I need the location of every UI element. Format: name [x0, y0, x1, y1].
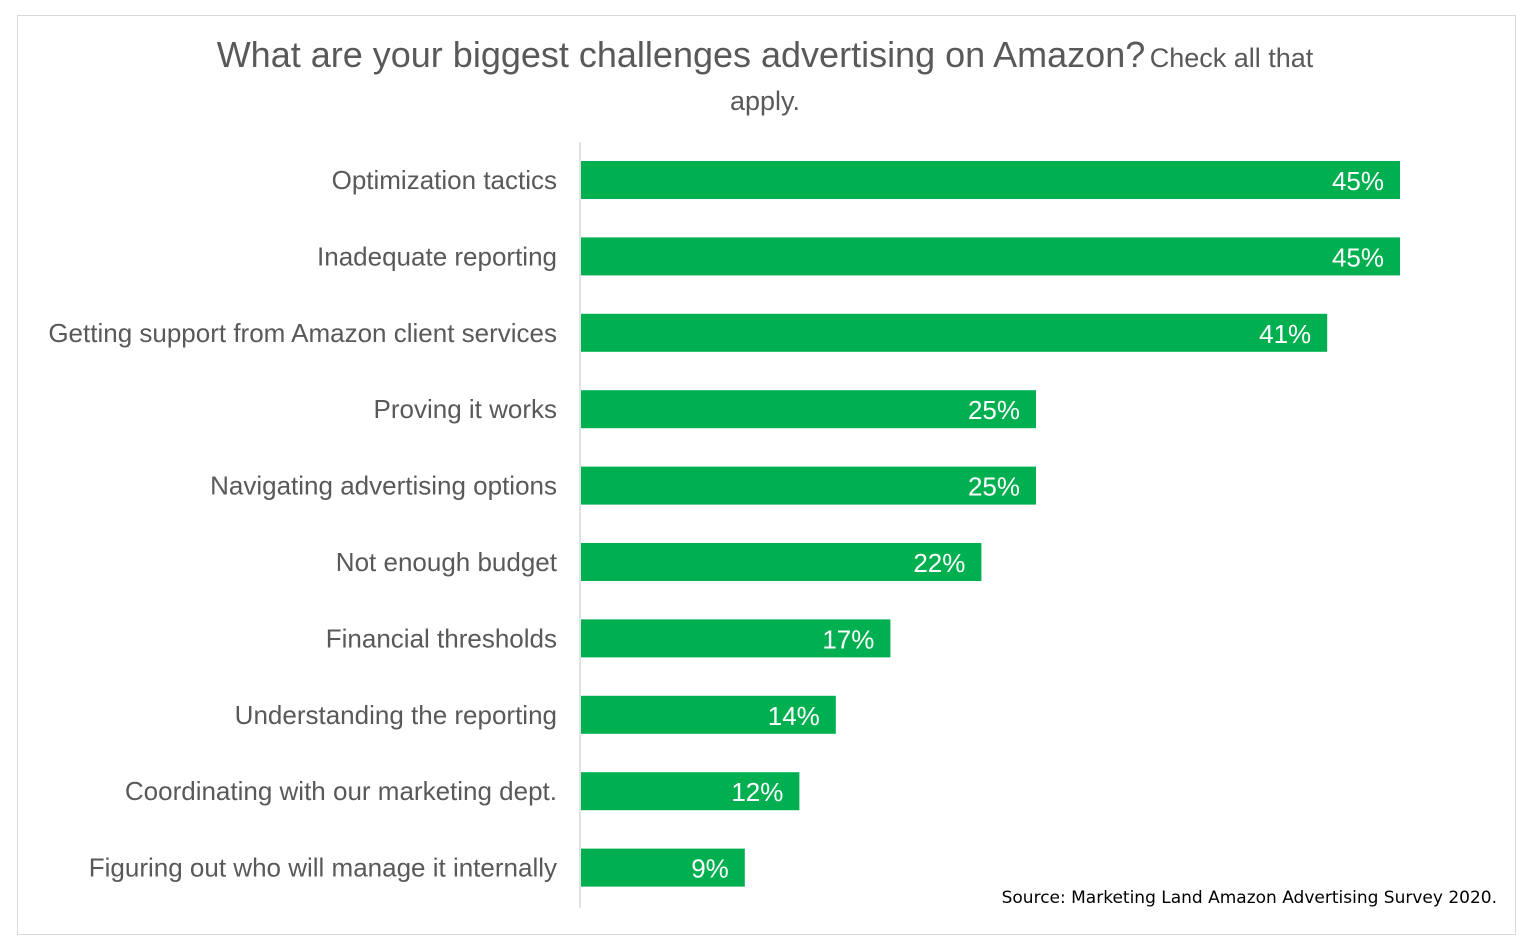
- category-label: Financial thresholds: [326, 623, 557, 653]
- source-note: Source: Marketing Land Amazon Advertisin…: [1001, 888, 1497, 908]
- category-label: Coordinating with our marketing dept.: [125, 776, 557, 806]
- data-label: 25%: [968, 472, 1020, 502]
- category-label: Navigating advertising options: [210, 471, 557, 501]
- data-label: 25%: [968, 395, 1020, 425]
- data-label: 14%: [768, 701, 820, 731]
- chart-frame: [17, 15, 1516, 935]
- data-label: 12%: [731, 777, 783, 807]
- data-label: 45%: [1332, 242, 1384, 272]
- chart-title-main: What are your biggest challenges adverti…: [216, 34, 1146, 75]
- chart-title: What are your biggest challenges adverti…: [180, 36, 1350, 125]
- bar: [581, 161, 1400, 199]
- data-label: 45%: [1332, 166, 1384, 196]
- category-label: Figuring out who will manage it internal…: [89, 853, 557, 883]
- data-label: 41%: [1259, 319, 1311, 349]
- bar: [581, 237, 1400, 276]
- bar: [581, 313, 1328, 352]
- category-label: Inadequate reporting: [317, 241, 557, 271]
- category-label: Optimization tactics: [332, 165, 557, 195]
- category-label: Understanding the reporting: [235, 700, 557, 730]
- category-label: Getting support from Amazon client servi…: [48, 318, 557, 348]
- bar: [581, 390, 1036, 429]
- category-label: Proving it works: [374, 394, 558, 424]
- bar: [581, 619, 891, 658]
- bar: [581, 848, 745, 887]
- category-label: Not enough budget: [336, 547, 558, 577]
- data-label: 22%: [913, 548, 965, 578]
- bar: [581, 772, 800, 811]
- data-label: 17%: [822, 624, 874, 654]
- bar: [581, 695, 836, 734]
- bar: [581, 466, 1036, 505]
- chart-subtitle: Check all that apply.: [729, 43, 1314, 116]
- data-label: 9%: [691, 854, 729, 884]
- bar: [581, 543, 982, 581]
